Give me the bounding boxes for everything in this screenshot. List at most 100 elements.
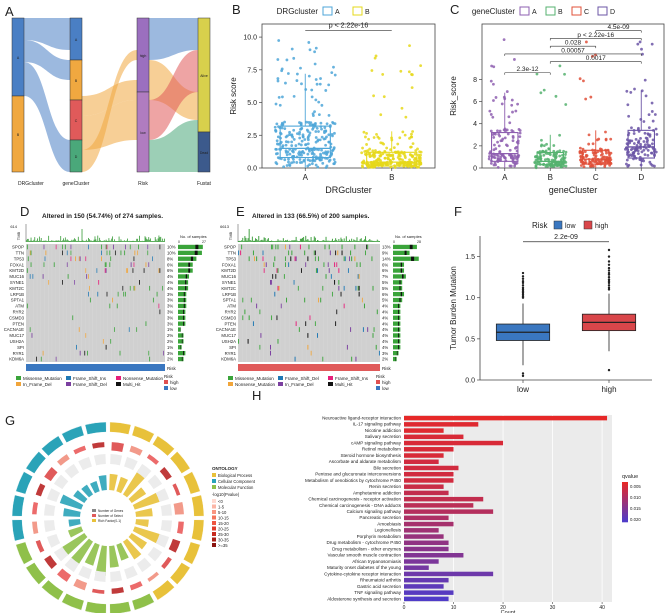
- tmb-bar: [323, 239, 325, 242]
- tmb-bar: [109, 240, 111, 242]
- ontology-legend-label: Biological Process: [218, 473, 252, 478]
- data-point: [409, 153, 413, 157]
- gene-percentage-label: 3%: [167, 304, 173, 309]
- tmb-bar: [334, 240, 336, 242]
- tmb-bar: [353, 239, 355, 242]
- tmb-bar: [76, 240, 77, 242]
- data-point: [318, 158, 322, 162]
- data-point: [310, 88, 314, 92]
- circos-ring-background: [155, 488, 170, 502]
- no-of-samples-tick: 27: [202, 240, 206, 244]
- data-point: [275, 139, 279, 143]
- x-tick-label: C: [593, 173, 599, 182]
- tmb-bar: [90, 240, 92, 242]
- sankey-node: [197, 131, 211, 173]
- tmb-bar: [239, 240, 241, 242]
- outlier-point: [607, 263, 611, 266]
- outlier-point: [607, 271, 611, 275]
- mutation-cell: [242, 297, 244, 303]
- mutation-cell: [346, 344, 348, 350]
- mutation-cell: [44, 256, 46, 262]
- data-point: [492, 155, 496, 159]
- data-point: [510, 98, 514, 102]
- data-point: [506, 132, 510, 136]
- tmb-bar: [145, 237, 147, 242]
- tmb-bar: [317, 240, 318, 242]
- data-point: [298, 130, 302, 134]
- tmb-bar: [344, 240, 346, 242]
- tmb-bar: [338, 239, 340, 242]
- data-point: [281, 95, 284, 99]
- data-point: [370, 69, 374, 72]
- data-point: [304, 143, 307, 147]
- mutation-cell: [330, 274, 332, 279]
- tmb-bar: [264, 237, 266, 242]
- data-point: [325, 122, 329, 126]
- tmb-bar: [273, 241, 275, 242]
- data-point: [327, 113, 331, 117]
- mutation-cell: [274, 291, 276, 297]
- tmb-bar: [63, 240, 65, 242]
- mutation-cell: [133, 256, 135, 262]
- gene-frequency-bar: [398, 327, 400, 332]
- tmb-bar: [38, 236, 40, 242]
- sankey-node-label: C: [75, 119, 78, 123]
- circos-rich-factor-bar: [116, 542, 129, 561]
- data-point: [552, 144, 556, 147]
- data-point: [379, 141, 383, 145]
- p-value-label: 0.0017: [586, 55, 606, 62]
- circos-rich-factor-bar: [132, 526, 161, 544]
- sankey-flow: [82, 50, 137, 172]
- bar: [404, 478, 454, 483]
- mutation-legend-swatch: [228, 382, 233, 386]
- data-point: [372, 94, 376, 98]
- x-tick-label: D: [638, 173, 644, 182]
- tmb-bar: [107, 240, 109, 242]
- qvalue-gradient-step: [622, 496, 628, 499]
- data-point: [382, 162, 385, 166]
- data-point: [489, 129, 493, 133]
- bar: [404, 509, 494, 514]
- data-point: [277, 39, 281, 42]
- tmb-bar: [136, 238, 138, 242]
- pvalue-legend-label: <0: [218, 499, 223, 504]
- mutation-cell: [48, 280, 50, 285]
- mutation-cell: [88, 274, 89, 279]
- mutation-cell: [277, 268, 279, 273]
- box: [536, 151, 564, 166]
- x-tick-label: 20: [500, 605, 506, 611]
- tmb-bar: [343, 238, 345, 242]
- data-point: [288, 130, 291, 134]
- gene-frequency-bar: [393, 250, 410, 255]
- circos-outer-segment: [131, 425, 155, 443]
- data-point: [582, 165, 586, 169]
- tmb-bar: [250, 240, 252, 242]
- circos-ring-background: [160, 503, 172, 516]
- pvalue-legend-label: 20-25: [218, 527, 229, 532]
- circos-rich-factor-bar: [109, 473, 118, 491]
- mutation-cell: [277, 285, 279, 291]
- tmb-bar: [333, 240, 334, 242]
- data-point: [284, 149, 288, 153]
- mutation-cell: [147, 250, 149, 256]
- mutation-cell: [343, 256, 345, 262]
- tmb-bar: [67, 240, 69, 242]
- sankey-axis-label: Risk: [138, 181, 148, 187]
- tmb-bar: [124, 240, 126, 242]
- tmb-bar: [270, 240, 271, 242]
- circos-gene-count-bar: [35, 483, 46, 497]
- gene-percentage-label: 3%: [167, 351, 173, 356]
- data-point: [558, 64, 562, 68]
- data-point: [310, 148, 314, 152]
- sankey-node-label: low: [140, 131, 146, 135]
- data-point: [609, 137, 613, 141]
- data-point: [505, 128, 509, 132]
- data-point: [579, 164, 583, 167]
- circos-ring-background: [53, 474, 69, 490]
- data-point: [314, 130, 318, 133]
- mutation-cell: [324, 244, 326, 250]
- gene-frequency-bar: [393, 333, 401, 338]
- tmb-bar: [127, 240, 129, 242]
- legend-swatch: [519, 6, 530, 16]
- legend-swatch: [322, 6, 333, 16]
